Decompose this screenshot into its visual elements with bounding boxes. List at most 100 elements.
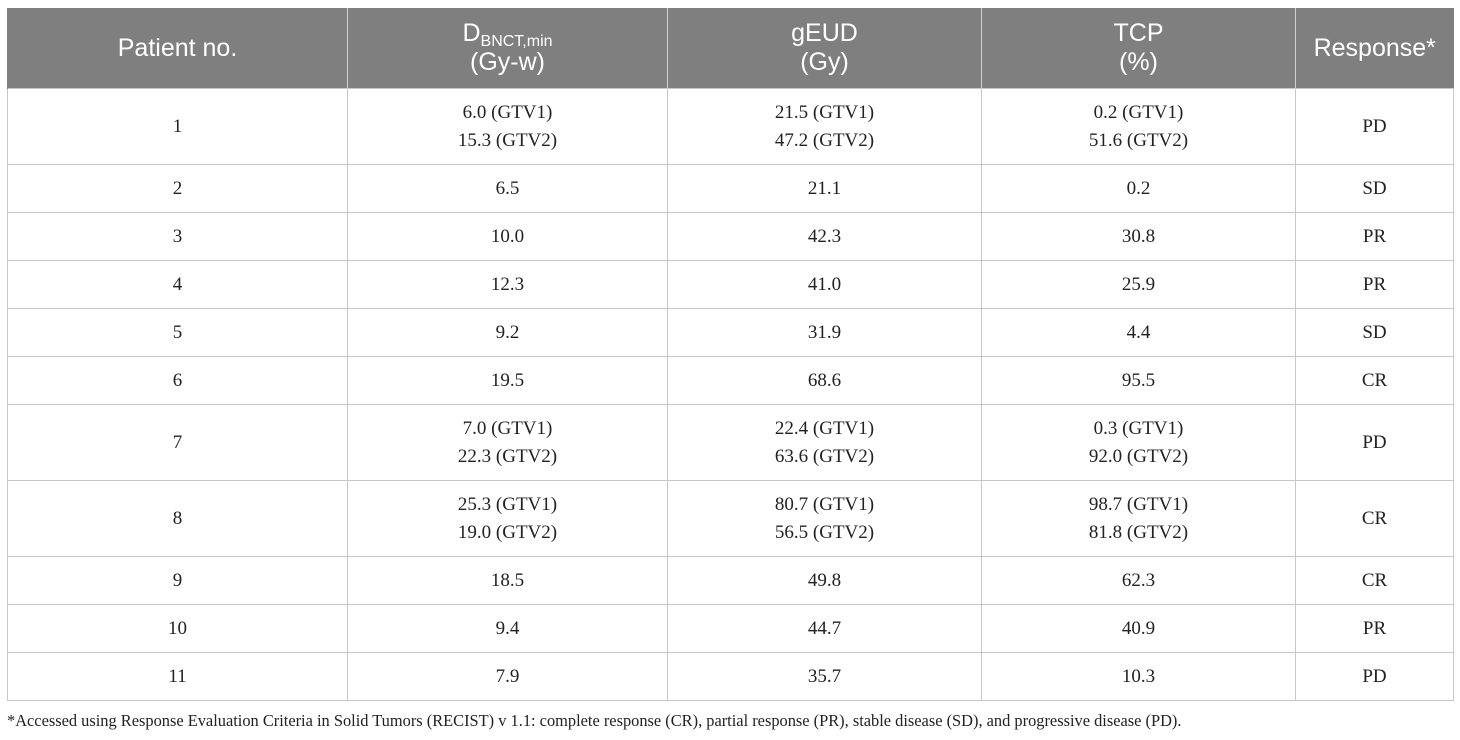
cell-patient-no: 3 <box>7 212 348 261</box>
cell-value: 51.6 (GTV2) <box>1088 129 1189 151</box>
cell-geud: 49.8 <box>667 556 982 605</box>
table-row: 1 6.0 (GTV1) 15.3 (GTV2) 21.5 (GTV1) 47.2 (G… <box>7 88 1454 165</box>
cell-patient-no: 4 <box>7 260 348 309</box>
table-row: 7 7.0 (GTV1) 22.3 (GTV2) 22.4 (GTV1) 63.6 (G… <box>7 404 1454 481</box>
cell-geud: 44.7 <box>667 604 982 653</box>
table-row: 8 25.3 (GTV1) 19.0 (GTV2) 80.7 (GTV1) 56.5 (… <box>7 480 1454 557</box>
cell-value: 12.3 <box>490 273 525 295</box>
cell-patient-no: 1 <box>7 88 348 165</box>
cell-geud: 22.4 (GTV1) 63.6 (GTV2) <box>667 404 982 481</box>
header-subscript: BNCT,min <box>480 33 553 50</box>
cell-response: PR <box>1295 604 1454 653</box>
cell-patient-no: 5 <box>7 308 348 357</box>
cell-value: 92.0 (GTV2) <box>1088 445 1189 467</box>
header-title: Patient no. <box>117 33 238 62</box>
cell-dbnct-min: 10.0 <box>347 212 668 261</box>
cell-value: 35.7 <box>807 665 842 687</box>
cell-dbnct-min: 9.4 <box>347 604 668 653</box>
cell-tcp: 4.4 <box>981 308 1296 357</box>
cell-value: 4.4 <box>1126 321 1151 343</box>
cell-value: 62.3 <box>1121 569 1156 591</box>
cell-response: PR <box>1295 260 1454 309</box>
cell-geud: 41.0 <box>667 260 982 309</box>
cell-value: 7.9 <box>495 665 520 687</box>
header-geud: gEUD (Gy) <box>667 8 982 89</box>
cell-geud: 35.7 <box>667 652 982 701</box>
table-row: 4 12.3 41.0 25.9 PR <box>7 260 1454 309</box>
cell-value: 44.7 <box>807 617 842 639</box>
cell-value: 81.8 (GTV2) <box>1088 521 1189 543</box>
cell-value: 10.0 <box>490 225 525 247</box>
cell-value: 9.4 <box>495 617 520 639</box>
table-header: Patient no. DBNCT,min (Gy-w) gEUD (Gy) TCP (%)… <box>7 8 1454 89</box>
cell-geud: 21.1 <box>667 164 982 213</box>
cell-response: CR <box>1295 356 1454 405</box>
cell-patient-no: 7 <box>7 404 348 481</box>
cell-patient-no: 8 <box>7 480 348 557</box>
cell-tcp: 0.3 (GTV1) 92.0 (GTV2) <box>981 404 1296 481</box>
cell-dbnct-min: 9.2 <box>347 308 668 357</box>
cell-value: 47.2 (GTV2) <box>774 129 875 151</box>
cell-patient-no: 11 <box>7 652 348 701</box>
cell-value: 30.8 <box>1121 225 1156 247</box>
table-body: 1 6.0 (GTV1) 15.3 (GTV2) 21.5 (GTV1) 47.2 (G… <box>7 88 1454 701</box>
cell-geud: 42.3 <box>667 212 982 261</box>
cell-value: 49.8 <box>807 569 842 591</box>
cell-tcp: 25.9 <box>981 260 1296 309</box>
cell-response: PR <box>1295 212 1454 261</box>
cell-value: 41.0 <box>807 273 842 295</box>
cell-geud: 68.6 <box>667 356 982 405</box>
cell-response: PD <box>1295 88 1454 165</box>
table-row: 6 19.5 68.6 95.5 CR <box>7 356 1454 405</box>
cell-tcp: 10.3 <box>981 652 1296 701</box>
header-title: TCP <box>1113 19 1164 47</box>
cell-value: 19.5 <box>490 369 525 391</box>
cell-value: 22.3 (GTV2) <box>457 445 558 467</box>
cell-value: 42.3 <box>807 225 842 247</box>
cell-patient-no: 10 <box>7 604 348 653</box>
cell-dbnct-min: 6.5 <box>347 164 668 213</box>
cell-dbnct-min: 6.0 (GTV1) 15.3 (GTV2) <box>347 88 668 165</box>
cell-value: 56.5 (GTV2) <box>774 521 875 543</box>
cell-tcp: 30.8 <box>981 212 1296 261</box>
cell-dbnct-min: 7.0 (GTV1) 22.3 (GTV2) <box>347 404 668 481</box>
cell-tcp: 62.3 <box>981 556 1296 605</box>
cell-value: 22.4 (GTV1) <box>774 417 875 439</box>
cell-value: 98.7 (GTV1) <box>1088 493 1189 515</box>
cell-dbnct-min: 19.5 <box>347 356 668 405</box>
cell-value: 21.5 (GTV1) <box>774 101 875 123</box>
cell-value: 6.0 (GTV1) <box>462 101 553 123</box>
table-row: 3 10.0 42.3 30.8 PR <box>7 212 1454 261</box>
cell-response: PD <box>1295 404 1454 481</box>
cell-value: 80.7 (GTV1) <box>774 493 875 515</box>
cell-geud: 80.7 (GTV1) 56.5 (GTV2) <box>667 480 982 557</box>
cell-value: 31.9 <box>807 321 842 343</box>
cell-dbnct-min: 7.9 <box>347 652 668 701</box>
cell-value: 68.6 <box>807 369 842 391</box>
cell-dbnct-min: 18.5 <box>347 556 668 605</box>
cell-tcp: 98.7 (GTV1) 81.8 (GTV2) <box>981 480 1296 557</box>
cell-value: 21.1 <box>807 177 842 199</box>
header-response: Response* <box>1295 8 1454 89</box>
cell-value: 9.2 <box>495 321 520 343</box>
results-table-container: Patient no. DBNCT,min (Gy-w) gEUD (Gy) TCP (%)… <box>7 8 1454 701</box>
cell-dbnct-min: 12.3 <box>347 260 668 309</box>
cell-value: 7.0 (GTV1) <box>462 417 553 439</box>
header-title: Response* <box>1313 33 1436 62</box>
results-table: Patient no. DBNCT,min (Gy-w) gEUD (Gy) TCP (%)… <box>7 8 1454 701</box>
table-row: 10 9.4 44.7 40.9 PR <box>7 604 1454 653</box>
header-tcp: TCP (%) <box>981 8 1296 89</box>
table-footnote: *Accessed using Response Evaluation Crit… <box>7 711 1182 730</box>
cell-response: CR <box>1295 480 1454 557</box>
cell-value: 10.3 <box>1121 665 1156 687</box>
cell-response: PD <box>1295 652 1454 701</box>
cell-patient-no: 2 <box>7 164 348 213</box>
header-unit: (%) <box>1119 48 1158 76</box>
cell-value: 0.3 (GTV1) <box>1093 417 1184 439</box>
cell-value: 63.6 (GTV2) <box>774 445 875 467</box>
cell-tcp: 40.9 <box>981 604 1296 653</box>
cell-value: 25.3 (GTV1) <box>457 493 558 515</box>
cell-value: 95.5 <box>1121 369 1156 391</box>
table-row: 9 18.5 49.8 62.3 CR <box>7 556 1454 605</box>
cell-tcp: 0.2 <box>981 164 1296 213</box>
